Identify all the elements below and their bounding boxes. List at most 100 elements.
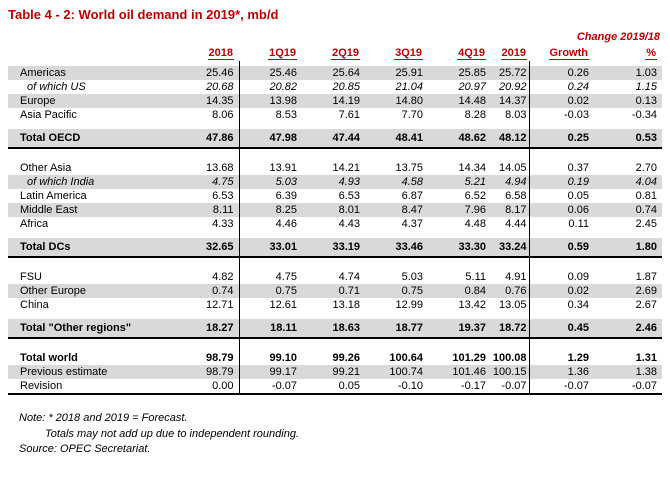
cell-4Q19: 13.42 [458, 298, 486, 311]
cell-Growth: 0.19 [529, 175, 594, 189]
cell-3Q19: 100.64 [389, 351, 423, 364]
cell-2018: 32.65 [170, 238, 240, 258]
cell-2018: 13.68 [170, 161, 240, 175]
cell-%: 2.45 [635, 217, 657, 230]
cell-Growth: 0.26 [529, 66, 594, 80]
row-label: Other Asia [20, 161, 72, 174]
cell-2018: 4.82 [170, 270, 240, 284]
cell-2Q19: 14.21 [332, 161, 360, 174]
cell-%: -0.34 [631, 108, 657, 121]
cell-2Q19: 47.44 [302, 129, 365, 149]
cell-%: 2.46 [594, 319, 662, 339]
cell-2Q19: 99.26 [332, 351, 360, 364]
cell-4Q19: 0.84 [428, 284, 491, 298]
cell-Growth: 0.59 [529, 238, 594, 258]
cell-%: 0.53 [594, 129, 662, 149]
cell-2Q19: 7.61 [338, 108, 360, 121]
row-label: FSU [20, 270, 42, 283]
column-header-2018: 2018 [207, 47, 234, 60]
cell-%: 1.38 [594, 365, 662, 379]
row-label: Total world [20, 351, 78, 364]
column-header-1q19: 1Q19 [268, 47, 297, 60]
change-2019-18-header: Change 2019/18 [576, 31, 660, 43]
cell-2Q19: 18.63 [302, 319, 365, 339]
cell-Growth: -0.03 [563, 108, 589, 121]
cell-2Q19: 6.53 [338, 189, 360, 202]
cell-2Q19: 8.01 [302, 203, 365, 217]
table-title: Table 4 - 2: World oil demand in 2019*, … [8, 7, 279, 22]
cell-Growth: 0.45 [529, 319, 594, 339]
column-header-growth: Growth [548, 47, 589, 60]
cell-%: 1.80 [594, 238, 662, 258]
total-row: Total "Other regions" 18.27 18.11 18.63 18.7… [8, 319, 662, 339]
cell-2018: 4.33 [170, 217, 240, 231]
cell-1Q19: 18.11 [239, 319, 302, 339]
cell-3Q19: 100.74 [365, 365, 428, 379]
row-label: Total "Other regions" [8, 319, 170, 339]
table-row: FSU 4.82 4.75 4.74 5.03 5.11 4.91 0.09 1.87 [8, 270, 662, 284]
report-page: Table 4 - 2: World oil demand in 2019*, … [0, 7, 670, 477]
cell-2Q19: 4.43 [338, 217, 360, 230]
cell-2018: 0.00 [170, 379, 240, 395]
cell-3Q19: 12.99 [395, 298, 423, 311]
table-row: China 12.71 12.61 13.18 12.99 13.42 13.05 0.34 2… [8, 298, 662, 312]
row-label: Africa [20, 217, 49, 230]
cell-1Q19: 12.61 [269, 298, 297, 311]
spacer-row [8, 312, 662, 319]
cell-2019: 100.08 [491, 351, 530, 365]
cell-Growth: 0.09 [567, 270, 589, 283]
column-header-4q19: 4Q19 [457, 47, 486, 60]
table-row: Asia Pacific 8.06 8.53 7.61 7.70 8.28 8.03 -0.0… [8, 108, 662, 122]
cell-4Q19: 101.29 [452, 351, 486, 364]
row-label: Europe [8, 94, 170, 108]
cell-2019: 0.76 [491, 284, 530, 298]
cell-4Q19: 101.46 [428, 365, 491, 379]
cell-2019: 8.17 [491, 203, 530, 217]
cell-4Q19: 14.48 [428, 94, 491, 108]
cell-1Q19: 47.98 [239, 129, 302, 149]
cell-2019: 25.72 [491, 66, 530, 80]
cell-2Q19: 0.05 [302, 379, 365, 395]
cell-2019: 6.58 [491, 189, 530, 203]
cell-%: 1.87 [635, 270, 657, 283]
cell-2019: 4.91 [491, 270, 530, 284]
cell-Growth: 0.34 [567, 298, 589, 311]
row-label: Middle East [8, 203, 170, 217]
cell-4Q19: 19.37 [428, 319, 491, 339]
cell-2018: 98.79 [170, 351, 240, 365]
cell-Growth: 1.29 [567, 351, 589, 364]
cell-3Q19: 21.04 [395, 80, 423, 93]
row-label: of which US [27, 80, 86, 93]
cell-1Q19: 4.75 [275, 270, 297, 283]
cell-Growth: 0.25 [529, 129, 594, 149]
cell-3Q19: 8.47 [365, 203, 428, 217]
cell-2019: 18.72 [491, 319, 530, 339]
cell-2Q19: 4.93 [302, 175, 365, 189]
cell-%: 1.31 [635, 351, 657, 364]
cell-2019: 100.15 [491, 365, 530, 379]
cell-2019: 48.12 [491, 129, 530, 149]
cell-1Q19: 13.98 [239, 94, 302, 108]
source-line: Source: OPEC Secretariat. [19, 443, 151, 455]
cell-2018: 6.53 [170, 189, 240, 203]
cell-3Q19: 25.91 [365, 66, 428, 80]
row-label: Total OECD [8, 129, 170, 149]
column-header-3q19: 3Q19 [394, 47, 423, 60]
cell-1Q19: 0.75 [239, 284, 302, 298]
cell-4Q19: 7.96 [428, 203, 491, 217]
cell-3Q19: 14.80 [365, 94, 428, 108]
cell-2Q19: 0.71 [302, 284, 365, 298]
cell-3Q19: 5.03 [401, 270, 423, 283]
cell-4Q19: 5.21 [428, 175, 491, 189]
cell-Growth: 0.06 [529, 203, 594, 217]
cell-Growth: 0.11 [568, 217, 589, 230]
cell-2Q19: 99.21 [302, 365, 365, 379]
table-row: Other Europe 0.74 0.75 0.71 0.75 0.84 0.76 0.02… [8, 284, 662, 298]
cell-%: 0.13 [594, 94, 662, 108]
cell-Growth: 0.02 [529, 94, 594, 108]
cell-4Q19: 25.85 [428, 66, 491, 80]
row-label: Latin America [20, 189, 87, 202]
cell-4Q19: 33.30 [428, 238, 491, 258]
cell-3Q19: 7.70 [401, 108, 423, 121]
cell-4Q19: 5.11 [465, 270, 486, 283]
